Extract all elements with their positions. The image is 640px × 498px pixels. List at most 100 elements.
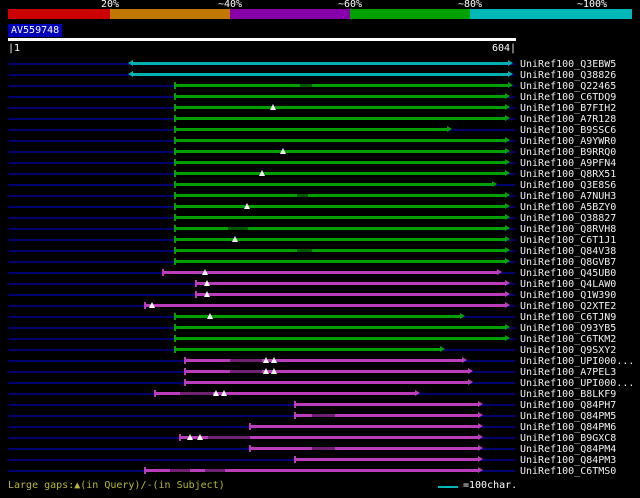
hsp-bar[interactable] — [174, 337, 506, 340]
hsp-bar[interactable] — [174, 150, 506, 153]
hsp-bar[interactable] — [174, 249, 506, 252]
hsp-bar[interactable] — [174, 161, 506, 164]
subject-label[interactable]: UniRef100_C6TDQ9 — [520, 92, 617, 103]
scale-label: 20% — [100, 0, 120, 10]
hsp-bar[interactable] — [174, 84, 508, 87]
hsp-bar[interactable] — [174, 172, 506, 175]
subject-label[interactable]: UniRef100_Q93YB5 — [520, 323, 617, 334]
hsp-bar[interactable] — [295, 458, 478, 461]
scale-segment — [110, 9, 230, 19]
subject-label[interactable]: UniRef100_A5BZY0 — [520, 202, 617, 213]
alignment-row: UniRef100_Q3E8S6 — [0, 180, 640, 191]
gap-marker-icon — [203, 280, 210, 286]
subject-label[interactable]: UniRef100_Q2XTE2 — [520, 301, 617, 312]
subject-label[interactable]: UniRef100_Q38827 — [520, 213, 617, 224]
subject-label[interactable]: UniRef100_Q38826 — [520, 70, 617, 81]
subject-label[interactable]: UniRef100_A9PFN4 — [520, 158, 617, 169]
subject-label[interactable]: UniRef100_B7FIH2 — [520, 103, 617, 114]
bar-start-tick — [173, 181, 176, 188]
subject-label[interactable]: UniRef100_Q8RVH8 — [520, 224, 617, 235]
bar-left-arrow-icon — [128, 71, 134, 77]
hsp-bar[interactable] — [174, 106, 506, 109]
hsp-bar[interactable] — [174, 139, 506, 142]
subject-label[interactable]: UniRef100_A7NUH3 — [520, 191, 617, 202]
subject-label[interactable]: UniRef100_Q3EBW5 — [520, 59, 617, 70]
subject-label[interactable]: UniRef100_C6TKM2 — [520, 334, 617, 345]
hsp-bar[interactable] — [174, 348, 441, 351]
hsp-bar[interactable] — [144, 469, 478, 472]
hsp-bar[interactable] — [179, 436, 478, 439]
subject-label[interactable]: UniRef100_A7R128 — [520, 114, 617, 125]
hsp-bar[interactable] — [184, 370, 468, 373]
hsp-bar[interactable] — [295, 414, 478, 417]
hsp-bar[interactable] — [174, 315, 461, 318]
hsp-bar[interactable] — [174, 260, 506, 263]
alignment-row: UniRef100_Q8RVH8 — [0, 224, 640, 235]
hsp-bar[interactable] — [174, 216, 506, 219]
hsp-gap-segment — [300, 84, 312, 87]
subject-label[interactable]: UniRef100_Q84PM3 — [520, 455, 617, 466]
hsp-bar[interactable] — [174, 117, 506, 120]
bar-arrow-icon — [505, 214, 511, 220]
subject-label[interactable]: UniRef100_B9RRQ0 — [520, 147, 617, 158]
hsp-bar[interactable] — [174, 95, 506, 98]
hsp-bar[interactable] — [184, 381, 468, 384]
subject-label[interactable]: UniRef100_C6TJN9 — [520, 312, 617, 323]
subject-label[interactable]: UniRef100_Q84PH7 — [520, 400, 617, 411]
hsp-bar[interactable] — [144, 304, 506, 307]
subject-label[interactable]: UniRef100_B9GXC8 — [520, 433, 617, 444]
scale-segment — [230, 9, 350, 19]
hsp-bar[interactable] — [249, 425, 478, 428]
subject-label[interactable]: UniRef100_UPI000... — [520, 378, 635, 389]
hsp-bar[interactable] — [195, 282, 506, 285]
hsp-bar[interactable] — [174, 128, 447, 131]
subject-label[interactable]: UniRef100_B8LKF9 — [520, 389, 617, 400]
subject-label[interactable]: UniRef100_C6T1J1 — [520, 235, 617, 246]
hsp-bar[interactable] — [174, 326, 506, 329]
hsp-bar[interactable] — [249, 447, 478, 450]
subject-label[interactable]: UniRef100_Q22465 — [520, 81, 617, 92]
hsp-bar[interactable] — [174, 194, 506, 197]
hsp-gap-segment — [311, 447, 336, 450]
ruler-start-label: |1 — [8, 43, 21, 54]
bar-start-tick — [194, 280, 197, 287]
hsp-bar[interactable] — [163, 271, 497, 274]
subject-label[interactable]: UniRef100_Q8RX51 — [520, 169, 617, 180]
hsp-bar[interactable] — [133, 62, 508, 65]
subject-label[interactable]: UniRef100_C6TMS0 — [520, 466, 617, 477]
hsp-bar[interactable] — [174, 238, 506, 241]
bar-arrow-icon — [505, 170, 511, 176]
subject-label[interactable]: UniRef100_Q84PM6 — [520, 422, 617, 433]
subject-label[interactable]: UniRef100_Q84V38 — [520, 246, 617, 257]
hsp-bar[interactable] — [174, 227, 506, 230]
hsp-bar[interactable] — [295, 403, 478, 406]
hsp-bar[interactable] — [195, 293, 506, 296]
subject-label[interactable]: UniRef100_Q84PM4 — [520, 444, 617, 455]
subject-label[interactable]: UniRef100_Q8GVB7 — [520, 257, 617, 268]
subject-label[interactable]: UniRef100_Q84PM5 — [520, 411, 617, 422]
query-ruler-bar — [8, 38, 516, 41]
bar-arrow-icon — [477, 423, 483, 429]
subject-label[interactable]: UniRef100_A9YWR0 — [520, 136, 617, 147]
subject-label[interactable]: UniRef100_B9SSC6 — [520, 125, 617, 136]
bar-start-tick — [173, 324, 176, 331]
hsp-bar[interactable] — [133, 73, 508, 76]
hsp-bar[interactable] — [154, 392, 416, 395]
subject-label[interactable]: UniRef100_UPI000... — [520, 356, 635, 367]
subject-label[interactable]: UniRef100_Q45UB0 — [520, 268, 617, 279]
alignment-row: UniRef100_B9SSC6 — [0, 125, 640, 136]
bar-start-tick — [173, 170, 176, 177]
subject-label[interactable]: UniRef100_Q9SXY2 — [520, 345, 617, 356]
hsp-bar[interactable] — [174, 205, 506, 208]
bar-start-tick — [173, 115, 176, 122]
subject-label[interactable]: UniRef100_Q3E8S6 — [520, 180, 617, 191]
hsp-bar[interactable] — [174, 183, 492, 186]
subject-label[interactable]: UniRef100_Q4LAW0 — [520, 279, 617, 290]
alignment-row: UniRef100_UPI000... — [0, 356, 640, 367]
scale-label: ~100% — [576, 0, 608, 10]
bar-arrow-icon — [440, 346, 446, 352]
hsp-bar[interactable] — [184, 359, 462, 362]
subject-label[interactable]: UniRef100_A7PEL3 — [520, 367, 617, 378]
subject-label[interactable]: UniRef100_Q1W390 — [520, 290, 617, 301]
